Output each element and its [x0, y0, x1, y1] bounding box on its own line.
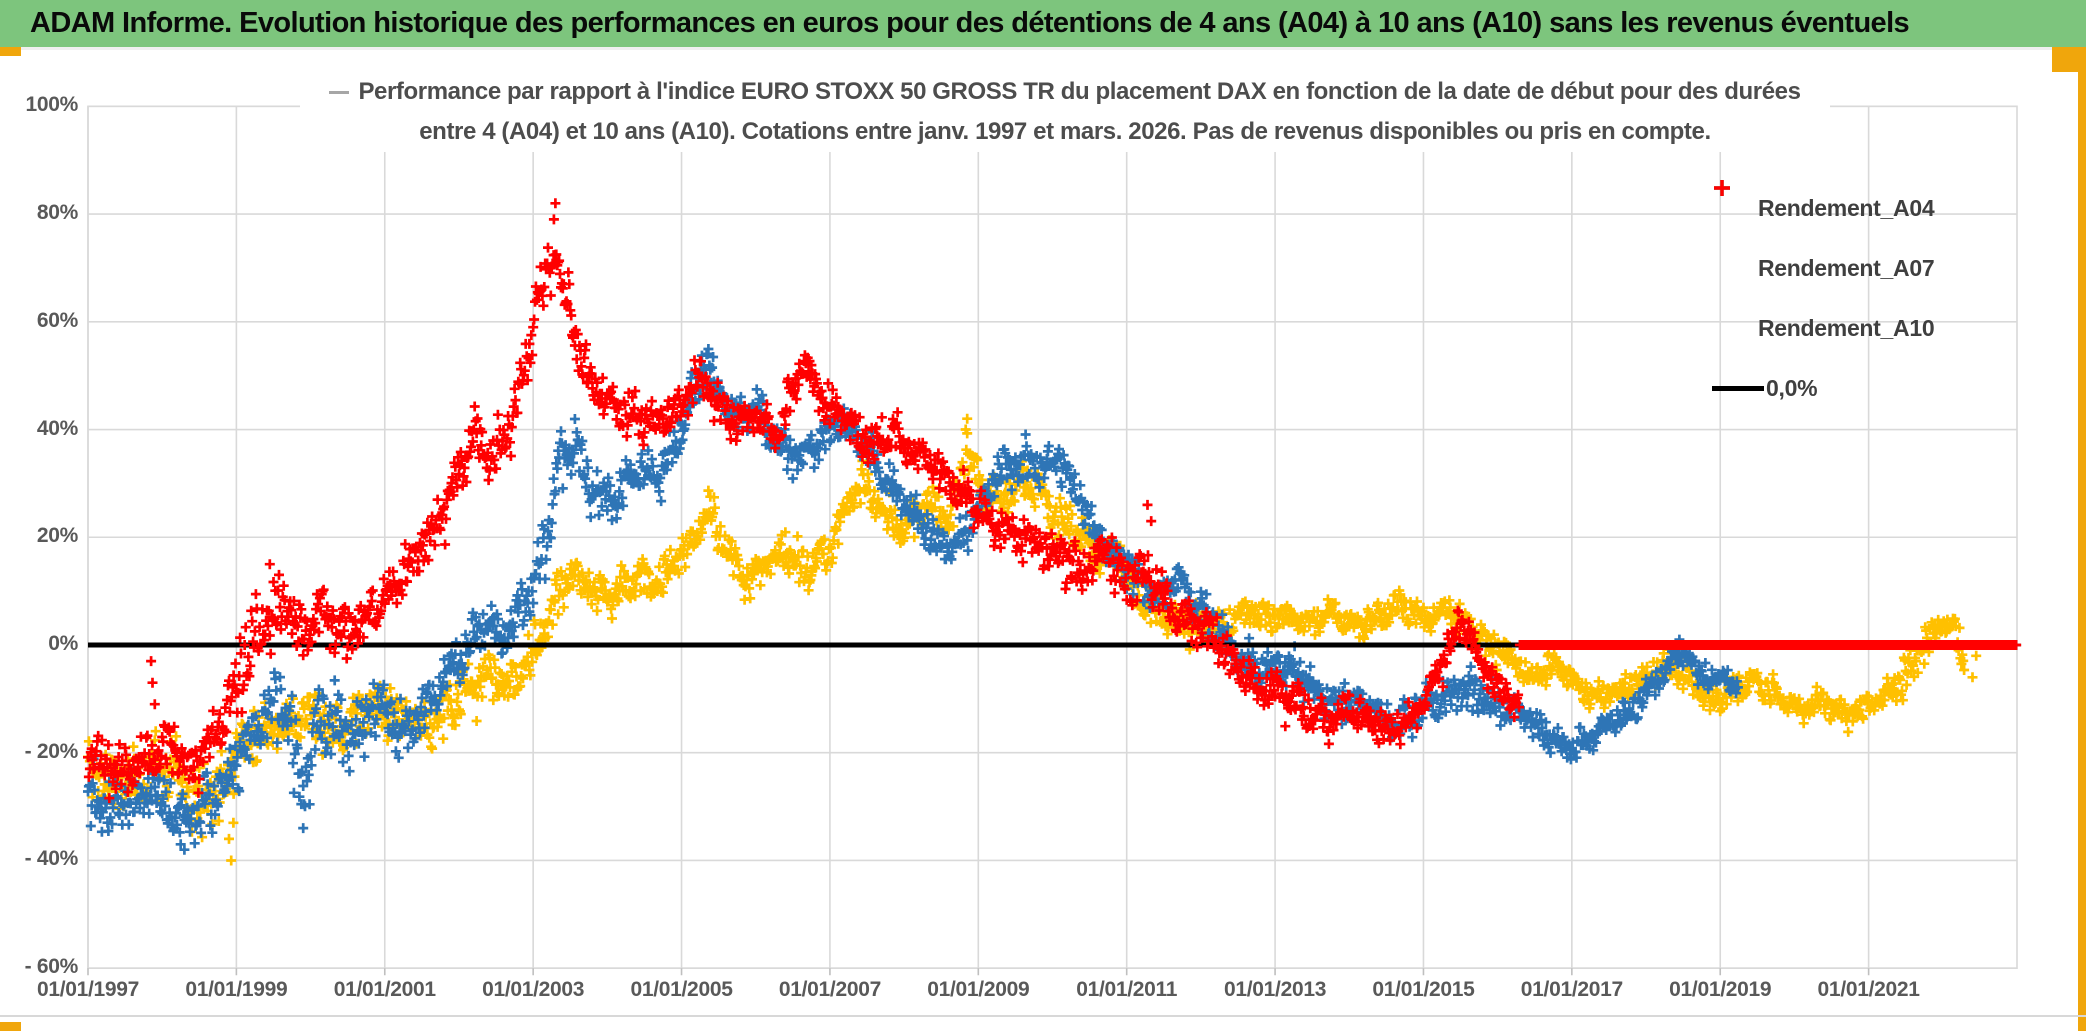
x-axis-ticks [87, 968, 1870, 976]
slide-bottom-divider [0, 1015, 2086, 1017]
zero-line-swatch [1712, 385, 1764, 391]
chart-title-text1: Performance par rapport à l'indice EURO … [358, 78, 1801, 105]
series-rendement_a04 [83, 413, 2022, 866]
legend-label: Rendement_A04 [1758, 194, 1935, 221]
series-rendement_a07 [83, 344, 2022, 855]
legend: Rendement_A04 Rendement_A07 Rendement_A1… [1712, 178, 2012, 418]
x-axis-tick-label: 01/01/2017 [1520, 978, 1623, 1002]
chart-title-line1: Performance par rapport à l'indice EURO … [300, 72, 1830, 112]
y-axis-tick-label: - 60% [24, 955, 79, 979]
gold-accent-bottom-left [0, 1022, 21, 1031]
gold-accent-right-border [2078, 47, 2086, 1031]
slide-title: ADAM Informe. Evolution historique des p… [30, 7, 1910, 39]
y-axis-tick-label: 100% [25, 93, 78, 117]
legend-label: Rendement_A07 [1758, 254, 1935, 281]
x-axis-tick-label: 01/01/2005 [630, 978, 733, 1002]
performance-chart: 100% 80% 60% 40% 20% 0% - 20% - 40% - 60% 01/01/… [0, 50, 2078, 1015]
legend-item-a04: Rendement_A04 [1712, 178, 2012, 238]
y-axis-tick-label: 20% [36, 524, 78, 548]
legend-item-a10: Rendement_A10 [1712, 180, 2012, 358]
scatter-plot-canvas [83, 105, 2022, 976]
y-axis-tick-label: 80% [36, 201, 78, 225]
chart-title: Performance par rapport à l'indice EURO … [300, 72, 1830, 152]
title-bar-divider [0, 47, 2086, 50]
series-rendement_a10 [83, 198, 2022, 804]
legend-label: 0,0% [1766, 374, 1818, 401]
x-axis-tick-label: 01/01/2011 [1076, 978, 1178, 1002]
x-axis-tick-label: 01/01/2015 [1372, 978, 1475, 1002]
gold-accent-top-left [0, 47, 21, 56]
legend-item-a07: Rendement_A07 [1712, 180, 2012, 298]
y-axis-tick-label: 40% [36, 416, 78, 440]
title-edge-dash [329, 91, 350, 95]
x-axis-tick-label: 01/01/1997 [36, 978, 140, 1002]
x-axis-tick-label: 01/01/2001 [333, 978, 436, 1002]
x-axis-tick-label: 01/01/1999 [185, 978, 288, 1002]
x-axis-tick-label: 01/01/2007 [778, 978, 881, 1002]
x-axis-tick-label: 01/01/2003 [482, 978, 585, 1002]
x-axis-tick-label: 01/01/2021 [1817, 978, 1920, 1002]
legend-item-zero-line: 0,0% [1712, 358, 2012, 418]
x-axis-tick-label: 01/01/2009 [927, 978, 1030, 1002]
y-axis-tick-label: - 40% [24, 847, 79, 871]
y-axis-tick-label: 0% [48, 631, 78, 655]
y-axis-tick-label: - 20% [24, 739, 79, 763]
x-axis-tick-label: 01/01/2019 [1669, 978, 1772, 1002]
legend-label: Rendement_A10 [1758, 314, 1935, 341]
x-axis-tick-label: 01/01/2013 [1224, 978, 1327, 1002]
chart-title-text2: entre 4 (A04) et 10 ans (A10). Cotations… [419, 118, 1711, 145]
slide-title-bar: ADAM Informe. Evolution historique des p… [0, 0, 2086, 47]
y-axis-tick-label: 60% [36, 308, 78, 332]
